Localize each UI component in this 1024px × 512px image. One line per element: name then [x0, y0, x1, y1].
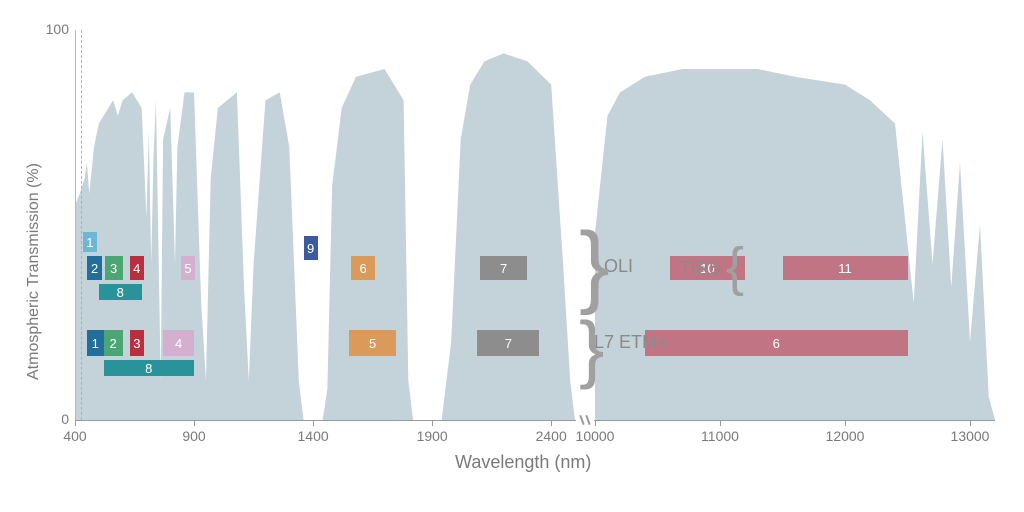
x-axis-line: [75, 420, 995, 421]
etm-band-3: 3: [130, 330, 144, 356]
etm-band-5: 5: [349, 330, 397, 356]
etm-band-7: 7: [477, 330, 539, 356]
etm-band-6: 6: [645, 330, 908, 356]
tirs-brace: {: [726, 242, 744, 282]
oli-band-11: 11: [783, 256, 908, 280]
y-axis-line: [75, 30, 76, 420]
x-tick: 900: [174, 428, 214, 444]
etm-band-2: 2: [104, 330, 123, 356]
x-tick: 400: [55, 428, 95, 444]
etm-brace: {: [579, 316, 604, 372]
x-tick: 10000: [575, 428, 615, 444]
axis-break-icon: [576, 413, 594, 427]
oli-band-8: 8: [99, 284, 142, 300]
spectral-bands-chart: 400 900 1400 1900 240010000 11000 12000 13000 0 1…: [0, 0, 1024, 512]
x-tick: 11000: [700, 428, 740, 444]
oli-band-2: 2: [87, 256, 102, 280]
x-tick: 1900: [412, 428, 452, 444]
etm-band-4: 4: [163, 330, 194, 356]
oli-band-1: 1: [83, 232, 97, 252]
x-axis-label: Wavelength (nm): [455, 452, 591, 473]
etm-band-1: 1: [87, 330, 104, 356]
start-guideline: [81, 30, 82, 420]
tirs-label: TIRS: [680, 258, 721, 279]
oli-band-3: 3: [105, 256, 123, 280]
oli-band-9: 9: [304, 236, 318, 260]
x-tick: 13000: [950, 428, 990, 444]
etm-label: L7 ETM+: [594, 332, 668, 353]
oli-brace: {: [579, 226, 610, 294]
y-tick: 100: [37, 21, 69, 37]
oli-band-4: 4: [130, 256, 144, 280]
y-tick: 0: [37, 411, 69, 427]
oli-band-6: 6: [351, 256, 375, 280]
y-axis-label: Atmospheric Transmission (%): [25, 163, 43, 380]
oli-band-7: 7: [480, 256, 528, 280]
oli-band-5: 5: [181, 256, 195, 280]
x-tick: 12000: [825, 428, 865, 444]
etm-band-8: 8: [104, 360, 194, 376]
x-tick: 1400: [293, 428, 333, 444]
x-tick: 2400: [531, 428, 571, 444]
